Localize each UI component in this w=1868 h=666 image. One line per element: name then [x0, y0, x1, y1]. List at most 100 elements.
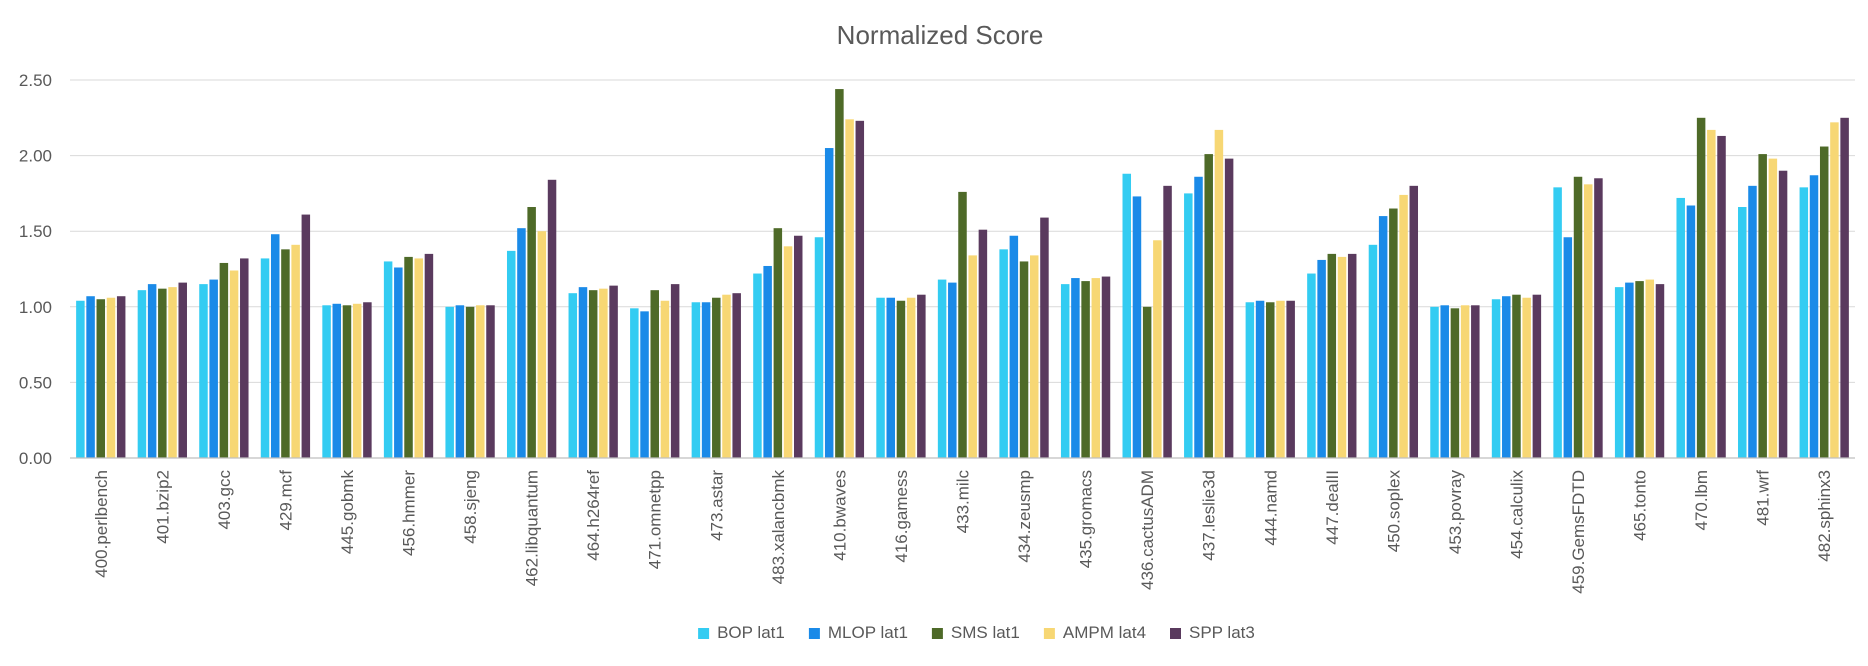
bar	[1768, 158, 1778, 458]
bar	[876, 297, 885, 458]
y-tick-label: 1.50	[19, 222, 52, 241]
bar	[1276, 300, 1285, 458]
x-tick-label: 483.xalancbmk	[769, 470, 788, 585]
bar	[1625, 282, 1634, 458]
bar	[465, 306, 475, 458]
bar	[537, 231, 547, 458]
bar	[291, 244, 300, 458]
x-tick-label: 445.gobmk	[338, 470, 357, 555]
bar	[712, 297, 721, 458]
bar	[1809, 175, 1819, 458]
bar	[599, 288, 608, 458]
bar	[1696, 117, 1706, 459]
bar	[1378, 216, 1388, 458]
y-tick-label: 2.50	[19, 71, 52, 90]
bar	[1686, 205, 1696, 458]
bar	[168, 287, 177, 458]
bar	[958, 191, 967, 458]
bar	[783, 246, 793, 458]
bar	[1522, 297, 1531, 458]
legend: BOP lat1 MLOP lat1 SMS lat1 AMPM lat4 SPP la…	[698, 623, 1255, 642]
x-tick-label: 437.leslie3d	[1200, 470, 1219, 561]
bar	[968, 255, 977, 458]
bar	[948, 282, 957, 458]
bar	[1460, 305, 1470, 458]
x-tick-label: 459.GemsFDTD	[1569, 470, 1588, 594]
legend-item: MLOP lat1	[808, 623, 908, 642]
legend-swatch	[931, 628, 943, 639]
bar	[732, 293, 741, 458]
bar	[886, 297, 895, 458]
bar	[1655, 284, 1665, 458]
bar	[978, 229, 988, 458]
x-tick-label: 482.sphinx3	[1815, 470, 1834, 562]
bar	[1132, 196, 1142, 459]
bar	[1122, 173, 1132, 459]
bar	[1758, 154, 1767, 458]
x-tick-label: 458.sjeng	[461, 470, 480, 544]
x-tick-label: 410.bwaves	[830, 470, 849, 561]
bar	[691, 302, 701, 458]
bar	[763, 265, 772, 458]
x-tick-label: 429.mcf	[276, 470, 295, 531]
bar	[527, 207, 536, 458]
bar	[1707, 129, 1716, 458]
bar	[1019, 261, 1029, 458]
bar	[609, 285, 618, 458]
x-tick-label: 456.hmmer	[400, 470, 419, 556]
bar	[137, 290, 147, 458]
bar	[1583, 184, 1593, 458]
bar	[394, 267, 403, 458]
bar	[1471, 305, 1480, 458]
legend-label: SMS lat1	[951, 623, 1020, 642]
y-tick-label: 0.50	[19, 373, 52, 392]
bar	[896, 300, 906, 458]
bar	[383, 261, 393, 458]
bar	[240, 258, 249, 458]
bar	[1635, 281, 1644, 458]
chart-title: Normalized Score	[837, 20, 1044, 50]
legend-item: AMPM lat4	[1043, 623, 1146, 642]
bar	[1440, 305, 1449, 458]
bar	[1409, 185, 1419, 458]
bar	[640, 311, 649, 458]
bar	[1450, 308, 1460, 458]
bar	[1081, 281, 1090, 458]
bar	[660, 300, 670, 458]
legend-label: AMPM lat4	[1063, 623, 1146, 642]
bar	[281, 249, 290, 458]
bar	[1553, 187, 1562, 458]
bar	[906, 297, 916, 458]
bar	[1060, 284, 1070, 458]
bar	[1030, 255, 1039, 458]
legend-swatch	[698, 628, 710, 639]
bar	[322, 305, 331, 458]
legend-label: SPP lat3	[1189, 623, 1255, 642]
bar	[1738, 207, 1747, 458]
x-tick-label: 433.milc	[954, 470, 973, 534]
x-tick-label: 473.astar	[707, 470, 726, 541]
bar	[1204, 154, 1213, 458]
bar	[793, 235, 803, 458]
bar	[630, 308, 639, 458]
bar	[701, 302, 711, 458]
bar	[404, 256, 413, 458]
x-tick-label: 435.gromacs	[1077, 470, 1096, 568]
bar	[352, 303, 362, 458]
bar	[219, 262, 229, 458]
bar	[76, 300, 85, 458]
bar	[578, 287, 588, 458]
x-tick-label: 464.h264ref	[584, 470, 603, 561]
legend-label: BOP lat1	[717, 623, 785, 642]
x-tick-label: 450.soplex	[1384, 470, 1403, 553]
bar	[342, 305, 352, 458]
bar	[506, 250, 516, 458]
bar	[547, 179, 557, 459]
x-tick-label: 447.dealII	[1323, 470, 1342, 545]
bar	[178, 282, 187, 458]
x-tick-label: 400.perlbench	[92, 470, 111, 578]
x-tick-label: 470.lbm	[1692, 470, 1711, 530]
bar	[1009, 235, 1019, 458]
bar	[1101, 276, 1111, 458]
bar	[455, 305, 465, 458]
